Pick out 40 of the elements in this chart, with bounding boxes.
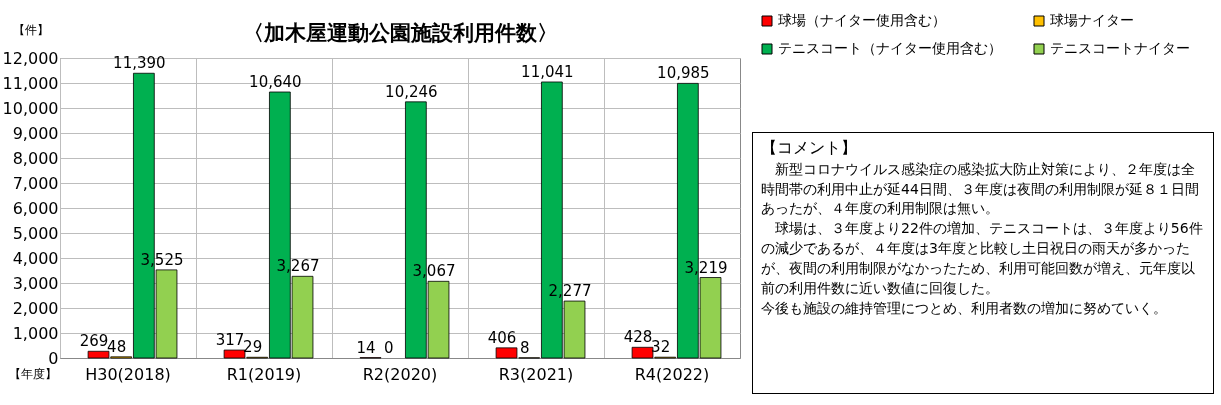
data-label: 317 xyxy=(215,331,245,350)
y-tick-label: 8,000 xyxy=(12,148,59,168)
y-tick-label: 3,000 xyxy=(12,273,59,293)
y-tick-label: 0 xyxy=(48,348,59,368)
x-tick-label: H30(2018) xyxy=(85,364,171,384)
data-label: 11,390 xyxy=(113,54,166,73)
data-label: 11,041 xyxy=(521,62,574,81)
x-tick-label: R3(2021) xyxy=(498,364,574,384)
legend-label: 球場ナイター xyxy=(1050,12,1134,28)
data-label: 48 xyxy=(107,337,127,356)
y-axis-title: 【件】 xyxy=(12,22,49,37)
data-label: 0 xyxy=(383,339,394,357)
y-tick-label: 5,000 xyxy=(12,223,59,243)
x-axis-title: 【年度】 xyxy=(8,366,57,381)
data-label: 8 xyxy=(519,338,530,357)
data-label: 406 xyxy=(487,328,517,347)
y-tick-label: 2,000 xyxy=(12,298,59,318)
y-tick-label: 7,000 xyxy=(12,173,59,193)
x-tick-label: R1(2019) xyxy=(226,364,302,384)
data-label: 29 xyxy=(243,338,263,357)
y-tick-label: 6,000 xyxy=(12,198,59,218)
x-tick-label: R4(2022) xyxy=(634,364,710,384)
data-label: 10,985 xyxy=(657,64,710,83)
legend-label: テニスコートナイター xyxy=(1050,40,1190,56)
y-tick-label: 10,000 xyxy=(2,98,59,118)
y-tick-label: 12,000 xyxy=(2,48,59,68)
y-tick-label: 11,000 xyxy=(2,73,59,93)
legend-label: テニスコート（ナイター使用含む） xyxy=(778,40,1002,56)
comment-box: 【コメント】 新型コロナウイルス感染症の感染拡大防止対策により、２年度は全時間帯の利用中止が延44日間、３年度は夜間の利用制限が延８１日間あったが、４年度の利用制限は無い。 球場は、３年度より22件の増加、テニスコートは、３年度より56件の減少であるが、４年度は3年度と比較し土日祝日の雨天が多かったが、夜間の利用制限がなかったため、利用可能回数が増え、元年度以前の利用件数に近い数値に回復した。 今後も施設の維持管理につとめ、利用者数の増加に努めていく。 xyxy=(752,132,1214,394)
y-tick-label: 1,000 xyxy=(12,323,59,343)
y-tick-label: 9,000 xyxy=(12,123,59,143)
data-label: 428 xyxy=(623,328,653,347)
data-label: 14 xyxy=(356,338,376,357)
data-label: 32 xyxy=(651,338,671,357)
data-label: 10,246 xyxy=(385,82,438,101)
data-label: 10,640 xyxy=(249,73,302,91)
x-tick-label: R2(2020) xyxy=(362,364,438,384)
y-tick-label: 4,000 xyxy=(12,248,59,268)
legend-label: 球場（ナイター使用含む） xyxy=(778,12,946,28)
chart-title: 〈加木屋運動公園施設利用件数〉 xyxy=(242,21,558,45)
